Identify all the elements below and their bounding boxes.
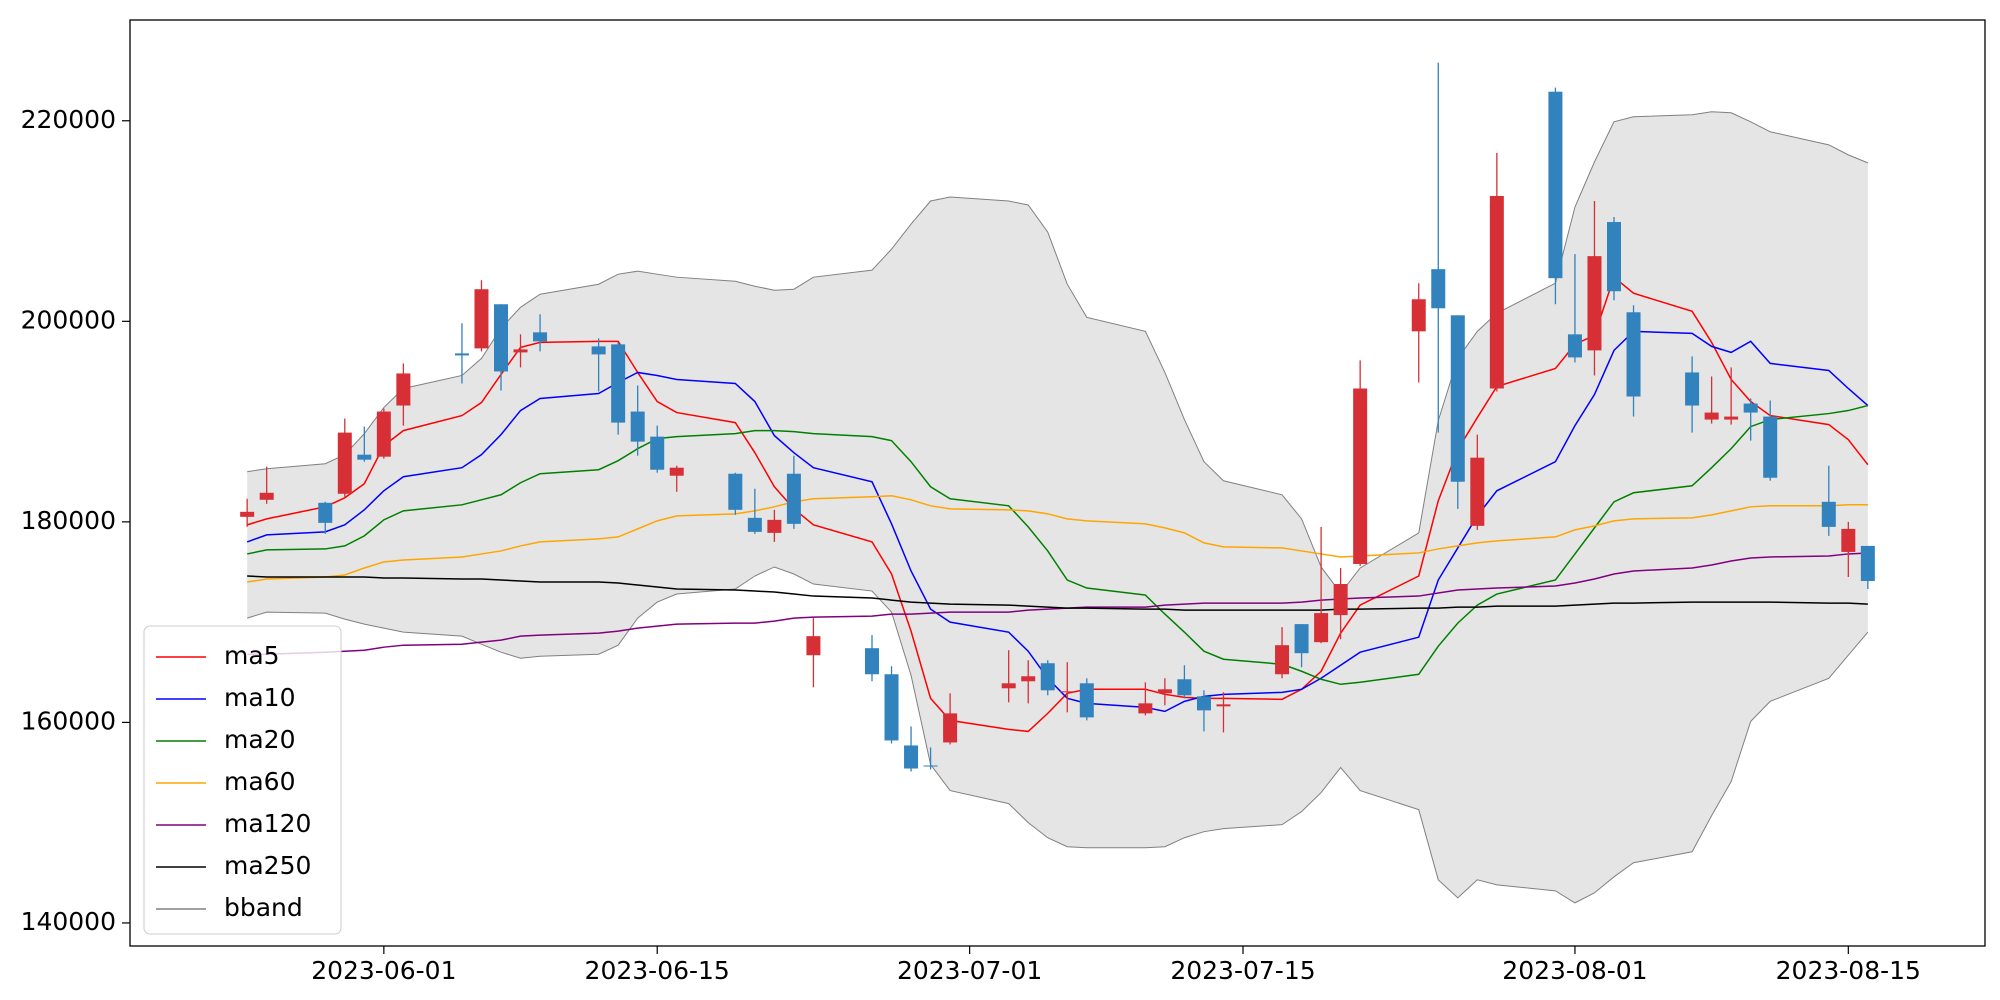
candle-body — [240, 511, 255, 517]
candle-body — [767, 519, 782, 533]
candle-body — [630, 411, 645, 442]
candle-body — [728, 473, 743, 510]
band-lower — [247, 566, 1869, 904]
candle-body — [923, 765, 938, 767]
candle-body — [1724, 416, 1739, 420]
candle-body — [1470, 457, 1485, 526]
candle-body — [357, 454, 372, 460]
ma-line — [247, 575, 1868, 611]
x-tick-label: 2023-07-01 — [897, 956, 1042, 985]
candle-body — [1607, 222, 1621, 292]
candle-body — [786, 473, 801, 524]
candle-body — [1157, 689, 1172, 694]
candle-body — [1079, 683, 1094, 718]
candle-body — [454, 353, 469, 356]
candle-body — [1001, 683, 1016, 689]
x-tick-label: 2023-07-15 — [1170, 956, 1315, 985]
band-upper — [247, 111, 1869, 594]
candle-body — [1314, 613, 1329, 643]
legend-label: ma60 — [224, 767, 295, 796]
candle-body — [943, 713, 958, 743]
legend-box — [143, 625, 342, 935]
candle-body — [669, 467, 684, 476]
candle-body — [318, 502, 333, 523]
candle-body — [1411, 299, 1426, 332]
candle-body — [1431, 269, 1446, 309]
candle-body — [1294, 624, 1309, 654]
candle-body — [1821, 501, 1836, 527]
candle-body — [1763, 416, 1778, 478]
candle-body — [513, 349, 528, 353]
candle-body — [1548, 91, 1563, 279]
candle-body — [1177, 679, 1192, 696]
y-tick-label: 220000 — [21, 105, 116, 134]
candle-body — [533, 332, 548, 342]
legend-label: ma5 — [224, 641, 280, 670]
candle-body — [376, 411, 391, 457]
candle-body — [1685, 372, 1700, 406]
candle-body — [1333, 584, 1348, 616]
legend-label: ma250 — [224, 851, 311, 880]
candle-body — [259, 492, 274, 500]
candle-body — [494, 304, 508, 372]
candle-body — [1138, 703, 1153, 714]
candle-body — [1489, 195, 1504, 389]
candle-body — [1021, 676, 1036, 682]
candle-body — [1216, 704, 1231, 707]
candle-body — [1841, 528, 1856, 552]
candle-body — [611, 344, 626, 423]
candle-body — [1040, 663, 1055, 691]
candle-body — [747, 517, 762, 532]
legend-label: ma120 — [224, 809, 311, 838]
plot-area — [240, 62, 1875, 904]
ma-line — [247, 404, 1869, 686]
legend: ma5 ma10 ma20 ma60 ma120 ma250 bband — [143, 625, 342, 935]
candle-body — [1626, 312, 1641, 397]
x-tick-label: 2023-06-01 — [311, 956, 456, 985]
y-tick-label: 200000 — [21, 305, 116, 334]
candle-body — [1587, 256, 1602, 351]
candle-body — [1567, 334, 1582, 358]
candle-body — [865, 648, 879, 675]
candle-body — [474, 289, 489, 349]
x-tick-label: 2023-06-15 — [585, 956, 730, 985]
ma-line — [246, 330, 1869, 713]
candle-body — [337, 432, 352, 494]
candle-body — [396, 373, 411, 406]
y-tick-label: 140000 — [21, 907, 116, 936]
legend-label: ma10 — [224, 683, 295, 712]
candle-body — [1196, 696, 1211, 711]
ma-line — [247, 495, 1868, 583]
candle-body — [1275, 645, 1290, 675]
axes-frame — [129, 19, 1986, 947]
y-tick-label: 160000 — [21, 706, 116, 735]
legend-label: bband — [224, 893, 303, 922]
x-tick-label: 2023-08-15 — [1776, 956, 1921, 985]
candle-body — [1450, 315, 1465, 482]
candle-body — [806, 636, 821, 656]
candle-body — [1060, 691, 1075, 693]
candle-body — [1353, 388, 1368, 564]
candle-body — [650, 436, 665, 470]
x-tick-label: 2023-08-01 — [1502, 956, 1647, 985]
candle-body — [1743, 403, 1758, 413]
ma-line — [247, 552, 1868, 655]
candle-body — [904, 745, 919, 769]
candle-body — [591, 346, 606, 355]
candle-body — [1704, 412, 1719, 420]
candle-body — [1860, 545, 1875, 582]
candle-body — [884, 674, 899, 741]
band-fill — [247, 111, 1868, 903]
y-tick-label: 180000 — [21, 506, 116, 535]
legend-label: ma20 — [224, 725, 295, 754]
